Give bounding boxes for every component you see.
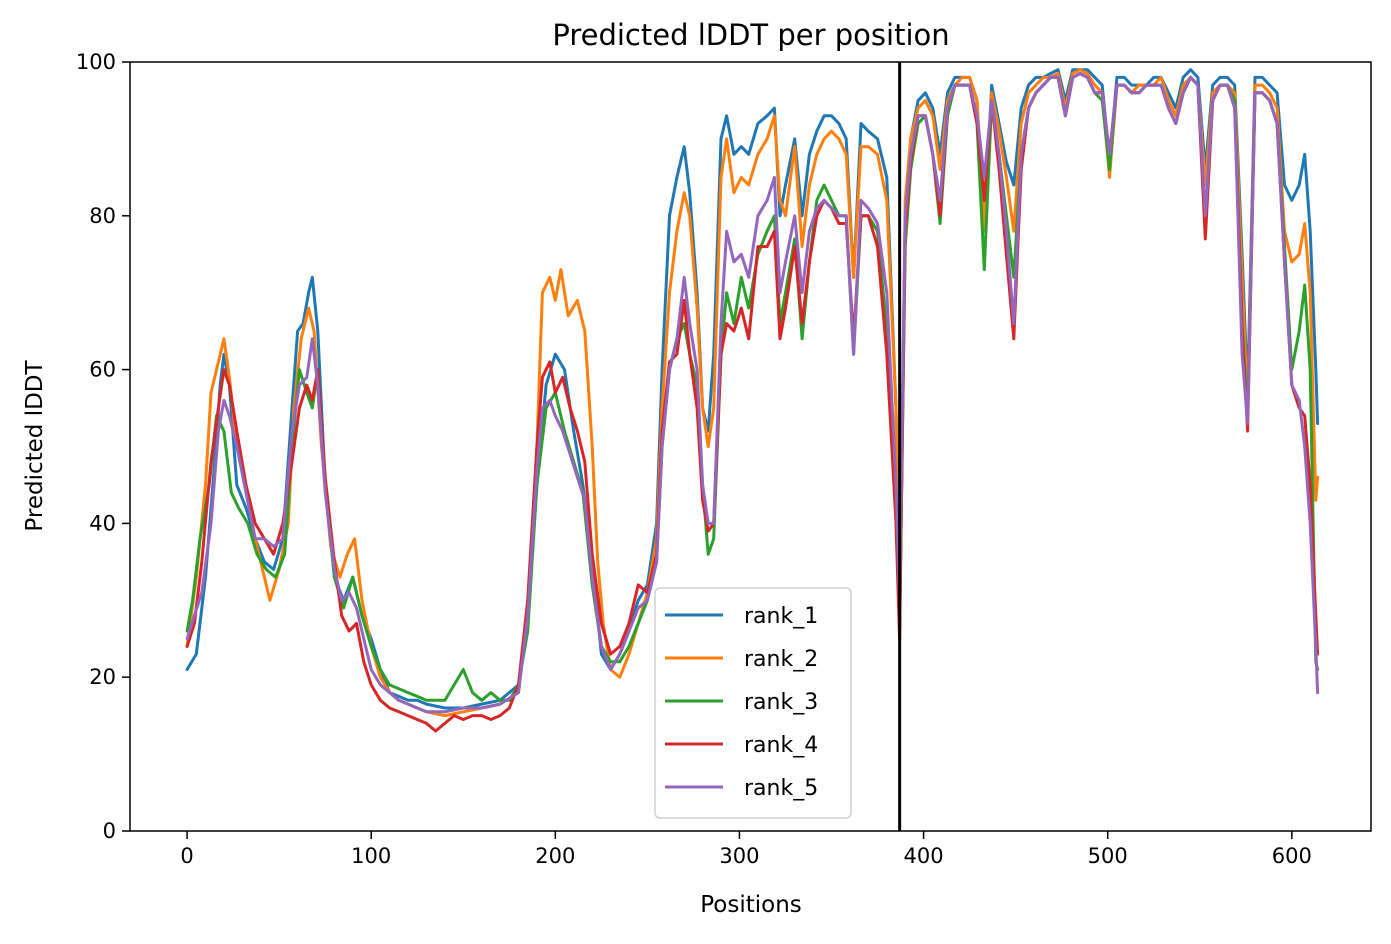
- legend-label-rank_3: rank_3: [744, 690, 818, 715]
- chart-title: Predicted lDDT per position: [552, 18, 949, 52]
- y-axis-label: Predicted lDDT: [22, 359, 48, 531]
- legend-label-rank_2: rank_2: [744, 647, 818, 672]
- series-line-rank_5: [185, 72, 1320, 714]
- x-tick-label: 500: [1088, 844, 1128, 868]
- x-tick-label: 400: [904, 844, 944, 868]
- y-tick-label: 60: [89, 358, 116, 382]
- x-tick-label: 0: [180, 844, 193, 868]
- legend-label-rank_5: rank_5: [744, 776, 818, 801]
- x-tick-label: 300: [719, 844, 759, 868]
- legend-label-rank_1: rank_1: [744, 604, 818, 629]
- x-tick-label: 600: [1272, 844, 1312, 868]
- legend-label-rank_4: rank_4: [744, 733, 818, 758]
- y-tick-label: 100: [76, 50, 116, 74]
- x-axis-label: Positions: [700, 892, 802, 918]
- legend-box: [654, 587, 852, 819]
- x-tick-label: 200: [535, 844, 575, 868]
- legend: rank_1 rank_2 rank_3 rank_4 rank_5: [654, 587, 852, 819]
- y-tick-label: 0: [103, 819, 116, 843]
- x-tick-label: 100: [351, 844, 391, 868]
- plot-frame: [129, 61, 1372, 832]
- y-tick-label: 40: [89, 511, 116, 535]
- y-tick-label: 80: [89, 204, 116, 228]
- y-tick-label: 20: [89, 665, 116, 689]
